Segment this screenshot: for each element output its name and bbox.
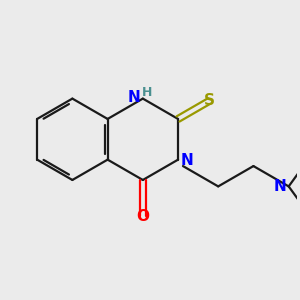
Text: S: S bbox=[204, 93, 215, 108]
Text: N: N bbox=[128, 90, 141, 105]
Text: O: O bbox=[136, 209, 149, 224]
Text: N: N bbox=[180, 153, 193, 168]
Text: N: N bbox=[274, 179, 286, 194]
Text: H: H bbox=[142, 86, 152, 99]
